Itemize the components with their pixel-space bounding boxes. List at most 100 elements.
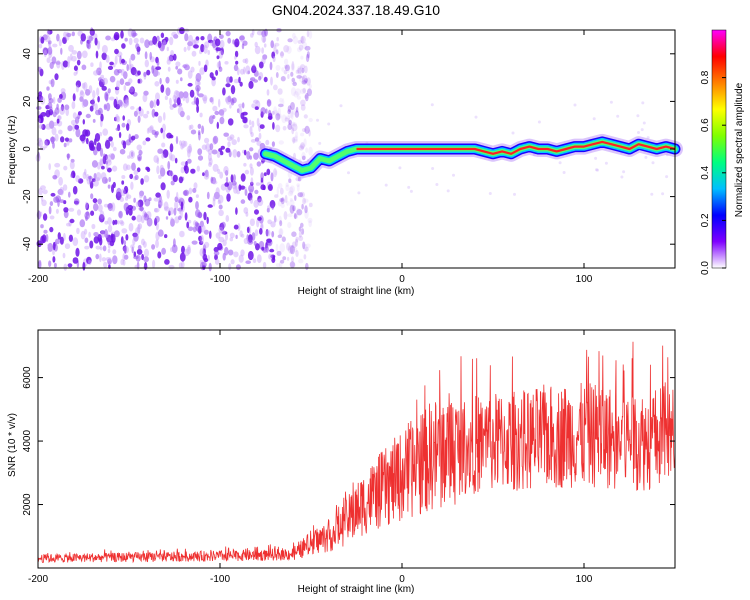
noise-blob	[285, 182, 289, 187]
noise-blob	[187, 45, 191, 51]
noise-blob	[130, 106, 135, 110]
noise-blob	[41, 124, 46, 130]
noise-blob	[202, 172, 205, 177]
noise-blob	[488, 192, 492, 195]
noise-blob	[51, 56, 57, 64]
noise-blob	[252, 64, 256, 71]
noise-blob	[298, 235, 304, 241]
noise-blob	[107, 224, 113, 233]
noise-blob	[133, 197, 136, 203]
noise-blob	[300, 88, 306, 95]
noise-blob	[217, 242, 223, 251]
noise-blob	[68, 138, 73, 143]
noise-blob	[179, 252, 186, 262]
noise-blob	[170, 218, 175, 227]
noise-blob	[114, 48, 119, 55]
noise-blob	[40, 96, 46, 105]
noise-blob	[79, 89, 84, 96]
noise-blob	[121, 58, 125, 64]
noise-blob	[107, 203, 113, 209]
noise-blob	[127, 155, 131, 159]
noise-blob	[122, 140, 127, 149]
noise-blob	[97, 204, 103, 212]
noise-blob	[47, 242, 54, 252]
noise-blob	[140, 215, 145, 224]
noise-blob	[301, 203, 304, 210]
noise-blob	[105, 164, 109, 169]
noise-blob	[306, 30, 310, 38]
noise-blob	[271, 51, 276, 59]
noise-blob	[170, 50, 175, 57]
noise-blob	[86, 256, 92, 265]
noise-blob	[230, 85, 236, 95]
noise-blob	[304, 65, 308, 74]
noise-blob	[168, 152, 173, 161]
noise-blob	[146, 127, 150, 134]
noise-blob	[280, 197, 285, 205]
noise-blob	[304, 94, 309, 99]
noise-blob	[230, 174, 234, 183]
snr-line	[37, 341, 676, 564]
noise-blob	[177, 68, 183, 75]
noise-blob	[289, 204, 295, 214]
noise-blob	[280, 76, 286, 82]
noise-blob	[175, 136, 179, 145]
noise-blob	[225, 176, 229, 184]
noise-blob	[256, 30, 263, 36]
y-tick-label: -40	[22, 237, 33, 252]
noise-blob	[44, 35, 51, 43]
noise-blob	[641, 101, 645, 105]
noise-blob	[277, 107, 281, 117]
noise-blob	[288, 186, 294, 195]
noise-blob	[100, 230, 106, 235]
noise-blob	[269, 248, 275, 253]
noise-blob	[54, 162, 61, 168]
noise-blob	[301, 228, 305, 235]
noise-blob	[251, 103, 256, 109]
noise-blob	[201, 144, 208, 150]
noise-blob	[300, 55, 304, 60]
noise-blob	[636, 114, 640, 118]
noise-blob	[191, 240, 198, 245]
noise-blob	[99, 158, 103, 166]
noise-blob	[300, 35, 306, 44]
noise-blob	[137, 245, 142, 250]
noise-blob	[43, 50, 47, 58]
noise-blob	[170, 217, 174, 224]
noise-blob	[42, 47, 49, 56]
noise-blob	[275, 113, 281, 121]
noise-blob	[119, 197, 125, 202]
noise-blob	[76, 227, 80, 235]
noise-blob	[209, 230, 212, 239]
noise-blob	[609, 100, 613, 104]
noise-blob	[67, 153, 70, 161]
noise-blob	[81, 98, 86, 108]
noise-blob	[97, 96, 100, 103]
noise-blob	[308, 30, 313, 39]
noise-blob	[301, 36, 304, 45]
noise-blob	[220, 229, 226, 235]
noise-blob	[142, 93, 148, 103]
noise-blob	[233, 78, 240, 84]
noise-blob	[292, 81, 298, 87]
noise-blob	[54, 133, 59, 142]
noise-blob	[123, 99, 128, 109]
noise-blob	[68, 191, 71, 198]
noise-blob	[220, 47, 224, 56]
noise-blob	[99, 147, 104, 157]
noise-blob	[65, 107, 69, 117]
noise-blob	[276, 49, 279, 55]
noise-blob	[212, 115, 216, 119]
noise-blob	[169, 143, 174, 153]
noise-blob	[63, 210, 69, 219]
noise-blob	[121, 175, 126, 179]
noise-blob	[250, 177, 254, 185]
noise-blob	[52, 43, 58, 48]
noise-blob	[60, 47, 63, 55]
noise-blob	[272, 109, 279, 116]
noise-blob	[136, 144, 142, 151]
noise-blob	[283, 45, 290, 53]
x-tick-label: 100	[576, 274, 593, 285]
noise-blob	[49, 201, 54, 207]
noise-blob	[167, 55, 173, 62]
